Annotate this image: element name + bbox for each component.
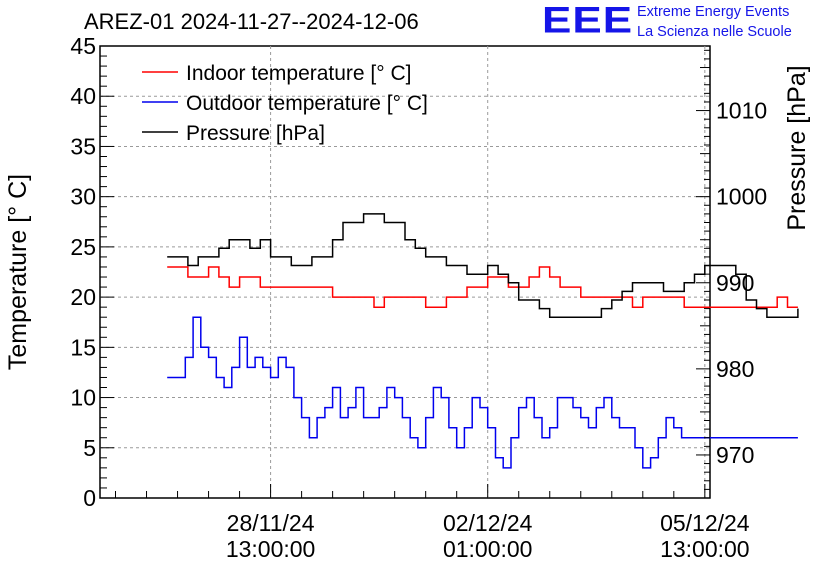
y-left-tick-label: 35 (70, 133, 96, 159)
y-left-tick-label: 45 (70, 33, 96, 59)
axes: 0 5 10 15 20 25 30 35 40 45 970 980 990 1000 1010 28/11… (70, 33, 767, 562)
y-left-tick-label: 0 (83, 485, 96, 511)
y-right-tick-label: 990 (716, 270, 754, 296)
y-right-tick-label: 980 (716, 356, 754, 382)
x-tick-label-time: 01:00:00 (443, 536, 533, 562)
x-tick-label-date: 05/12/24 (660, 510, 750, 536)
eee-logo: EEE (542, 0, 634, 42)
y-left-tick-label: 20 (70, 284, 96, 310)
y-left-tick-label: 30 (70, 184, 96, 210)
x-tick-label-date: 02/12/24 (443, 510, 533, 536)
series-outdoor-temperature (167, 316, 798, 469)
y-right-tick-label: 970 (716, 442, 754, 468)
chart-title: AREZ-01 2024-11-27--2024-12-06 (84, 9, 419, 34)
legend-label-outdoor: Outdoor temperature [° C] (186, 92, 428, 115)
y-right-tick-label: 1010 (716, 98, 767, 124)
y-right-tick-label: 1000 (716, 184, 767, 210)
x-tick-label-date: 28/11/24 (227, 510, 315, 536)
brand-line-2: La Scienza nelle Scuole (637, 24, 792, 40)
legend-label-indoor: Indoor temperature [° C] (186, 62, 412, 85)
series-layer (167, 213, 799, 469)
x-tick-label-time: 13:00:00 (660, 536, 750, 562)
plot-frame (99, 45, 711, 499)
y-left-tick-label: 5 (83, 435, 96, 461)
y-left-tick-label: 10 (70, 385, 96, 411)
brand-line-1: Extreme Energy Events (637, 4, 790, 20)
y-left-tick-label: 40 (70, 83, 96, 109)
legend-label-pressure: Pressure [hPa] (186, 122, 325, 145)
y-axis-left-label: Temperature [° C] (4, 174, 32, 370)
x-tick-label-time: 13:00:00 (226, 536, 316, 562)
y-left-tick-label: 15 (70, 334, 96, 360)
legend: Indoor temperature [° C] Outdoor tempera… (142, 62, 428, 145)
series-indoor-temperature (167, 266, 798, 308)
y-axis-right-label: Pressure [hPa] (783, 65, 811, 230)
y-left-tick-label: 25 (70, 234, 96, 260)
series-pressure (167, 213, 799, 318)
